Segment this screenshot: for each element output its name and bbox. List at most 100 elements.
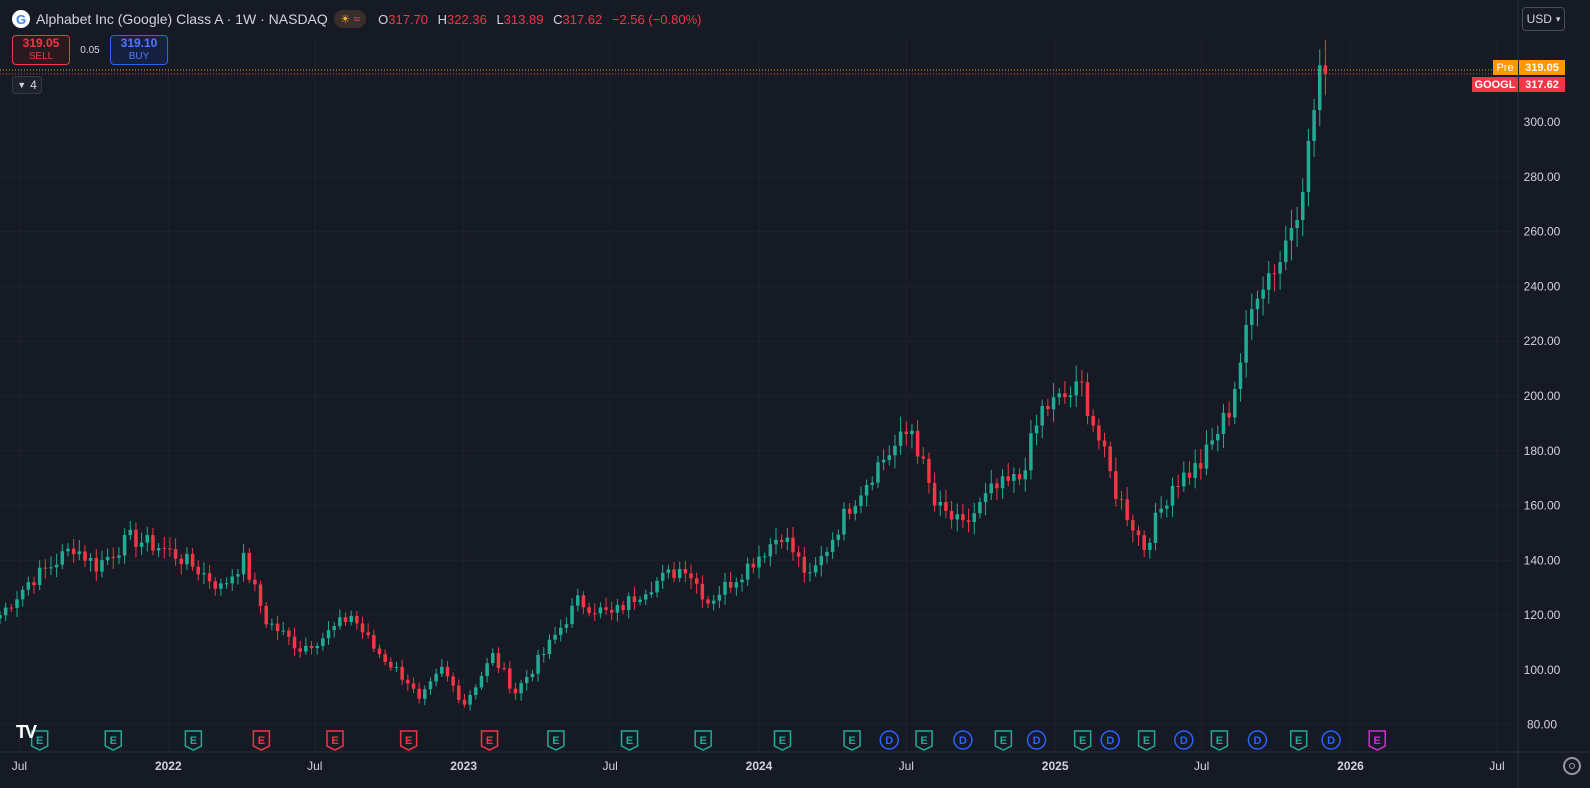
candle[interactable] [1199, 449, 1203, 480]
candle[interactable] [479, 671, 484, 690]
candle[interactable] [400, 659, 404, 685]
symbol-title[interactable]: Alphabet Inc (Google) Class A · 1W · NAS… [36, 11, 328, 27]
candle[interactable] [117, 546, 121, 565]
candle[interactable] [258, 580, 263, 614]
candle[interactable] [100, 550, 104, 578]
candle[interactable] [292, 627, 297, 657]
candle[interactable] [32, 576, 36, 594]
candle[interactable] [598, 602, 603, 619]
candle[interactable] [887, 445, 892, 466]
candle[interactable] [785, 527, 790, 551]
candle[interactable] [745, 557, 750, 587]
candle[interactable] [1040, 399, 1044, 439]
candle[interactable] [1193, 449, 1197, 489]
candle[interactable] [626, 592, 631, 619]
candle[interactable] [1306, 128, 1311, 207]
candle[interactable] [71, 538, 76, 563]
candle[interactable] [955, 503, 960, 532]
candle[interactable] [1238, 353, 1243, 402]
candle[interactable] [253, 572, 257, 592]
candle[interactable] [462, 693, 467, 708]
candle[interactable] [156, 542, 161, 558]
candle[interactable] [1261, 276, 1265, 316]
candle[interactable] [649, 581, 654, 598]
candle[interactable] [1046, 398, 1050, 416]
candle[interactable] [587, 602, 591, 617]
candle[interactable] [677, 561, 682, 582]
candle[interactable] [1187, 461, 1192, 486]
earnings-marker[interactable]: E [326, 730, 344, 751]
candle[interactable] [26, 576, 31, 596]
candle[interactable] [1057, 387, 1061, 406]
candle[interactable] [1017, 468, 1022, 486]
candle[interactable] [236, 568, 240, 585]
candle[interactable] [1244, 310, 1248, 378]
candle[interactable] [485, 657, 489, 683]
market-session-badge[interactable]: ☀ ≈ [333, 10, 367, 28]
earnings-marker[interactable]: E [1289, 730, 1308, 751]
candle[interactable] [1182, 461, 1186, 492]
earnings-marker[interactable]: E [1137, 730, 1156, 751]
candle[interactable] [49, 556, 53, 576]
candle[interactable] [842, 502, 846, 541]
candle[interactable] [168, 537, 172, 557]
candle[interactable] [230, 568, 234, 591]
candle[interactable] [989, 469, 993, 501]
settings-gear-icon[interactable] [1563, 757, 1581, 775]
candle[interactable] [1233, 381, 1237, 425]
candle[interactable] [853, 500, 858, 521]
earnings-marker[interactable]: E [547, 730, 565, 751]
candle[interactable] [1267, 260, 1271, 304]
candle[interactable] [779, 534, 784, 549]
candle[interactable] [202, 562, 206, 585]
candle[interactable] [757, 545, 761, 579]
candle[interactable] [139, 532, 144, 556]
candle[interactable] [944, 489, 948, 519]
candle[interactable] [190, 547, 195, 571]
candle[interactable] [717, 585, 722, 609]
candle[interactable] [1210, 427, 1214, 450]
candle[interactable] [1278, 251, 1282, 290]
candle[interactable] [1255, 290, 1260, 327]
candle[interactable] [700, 575, 705, 608]
candle[interactable] [275, 616, 280, 641]
candle[interactable] [1227, 401, 1231, 426]
candle[interactable] [547, 634, 552, 660]
candle[interactable] [196, 560, 201, 581]
candle[interactable] [264, 601, 268, 629]
candle[interactable] [938, 490, 943, 517]
candle[interactable] [1000, 469, 1005, 499]
candle[interactable] [1029, 420, 1033, 480]
candle[interactable] [819, 545, 824, 577]
candle[interactable] [1323, 39, 1328, 96]
candle[interactable] [1295, 206, 1299, 248]
earnings-marker[interactable]: E [1210, 730, 1229, 751]
candle[interactable] [247, 548, 251, 584]
candle[interactable] [768, 537, 773, 567]
candle[interactable] [423, 685, 427, 706]
candle[interactable] [145, 526, 150, 552]
candle[interactable] [615, 598, 620, 622]
candle[interactable] [813, 556, 818, 577]
candle[interactable] [54, 553, 59, 578]
earnings-marker[interactable]: E [252, 730, 271, 751]
candle[interactable] [1284, 225, 1288, 271]
candle[interactable] [604, 597, 608, 615]
earnings-marker[interactable]: E [843, 730, 861, 751]
candle[interactable] [513, 682, 518, 700]
earnings-marker[interactable]: E [994, 730, 1013, 751]
candle[interactable] [564, 617, 569, 634]
candle[interactable] [366, 623, 370, 639]
earnings-marker[interactable]: E [399, 730, 418, 751]
candle[interactable] [389, 657, 393, 672]
candle[interactable] [355, 611, 359, 630]
candle[interactable] [151, 527, 155, 556]
dividend-marker[interactable]: D [1247, 730, 1268, 750]
candle[interactable] [213, 577, 217, 596]
candle[interactable] [321, 632, 325, 651]
candle[interactable] [830, 532, 835, 559]
earnings-marker[interactable]: E [694, 730, 712, 751]
candle[interactable] [706, 595, 710, 608]
candle[interactable] [15, 590, 19, 617]
